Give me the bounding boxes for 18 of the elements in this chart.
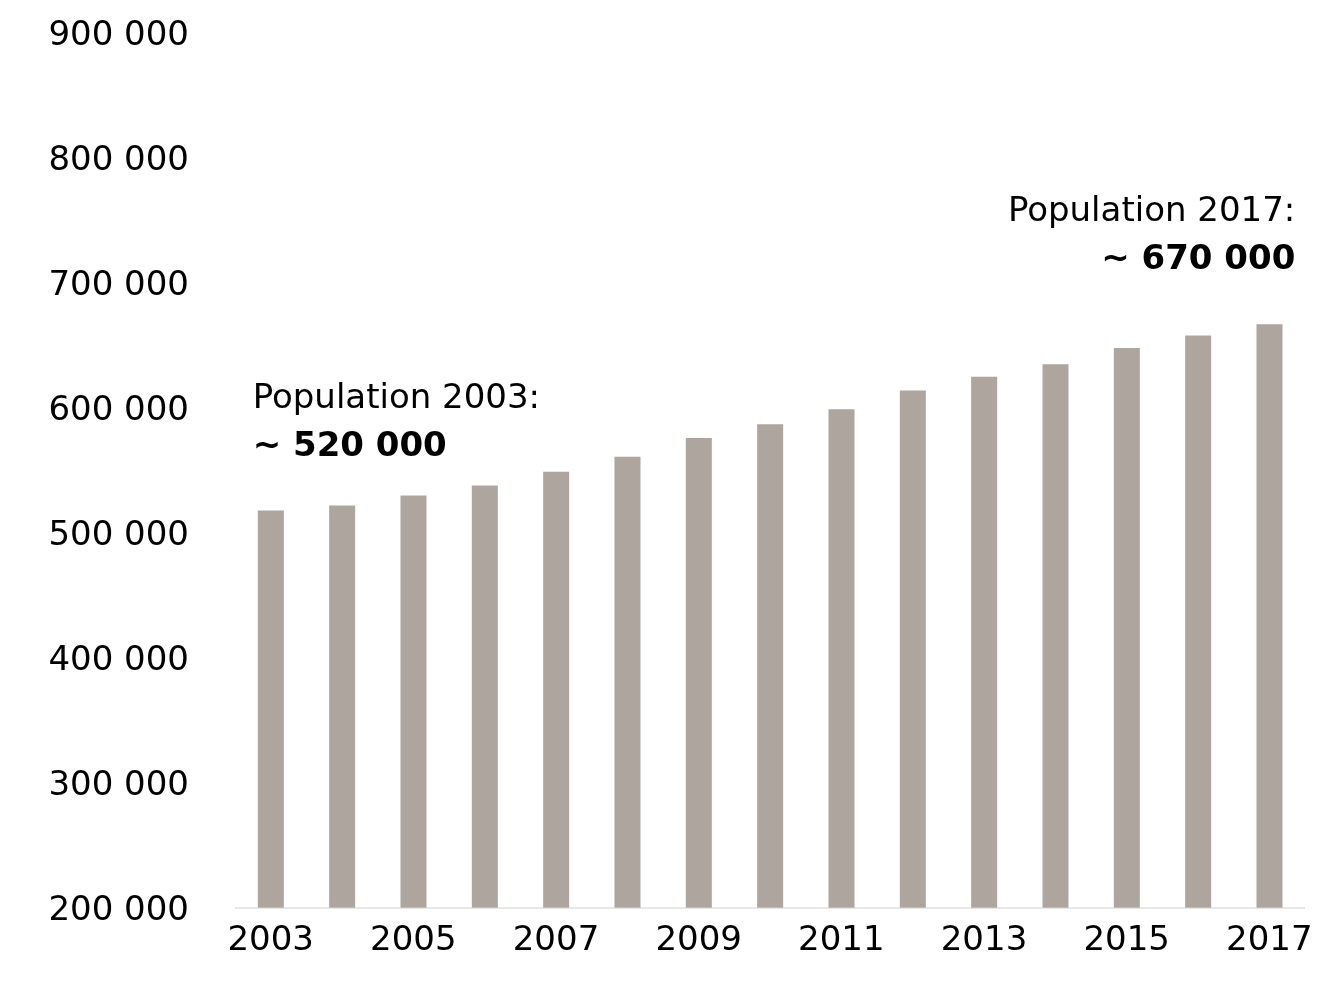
y-tick-label: 900 000 [48,13,189,54]
x-tick-label: 2003 [227,918,314,959]
y-tick-label: 200 000 [48,888,189,929]
y-tick-label: 600 000 [48,388,189,429]
y-tick-label: 300 000 [48,763,189,804]
x-tick-label: 2013 [940,918,1028,959]
y-tick-label: 500 000 [48,513,189,554]
x-tick-label: 2017 [1226,918,1313,959]
x-tick-label: 2011 [798,918,885,959]
x-tick-label: 2005 [370,918,457,959]
y-tick-label: 700 000 [48,263,189,304]
y-tick-label: 400 000 [48,638,189,679]
x-tick-label: 2007 [512,918,600,959]
x-tick-label: 2009 [655,918,742,959]
annotation: Population 2017: ~ 670 000 [1007,188,1296,277]
annotation: Population 2003: ~ 520 000 [252,376,541,464]
x-tick-label: 2015 [1083,918,1170,959]
y-tick-label: 800 000 [48,138,189,179]
